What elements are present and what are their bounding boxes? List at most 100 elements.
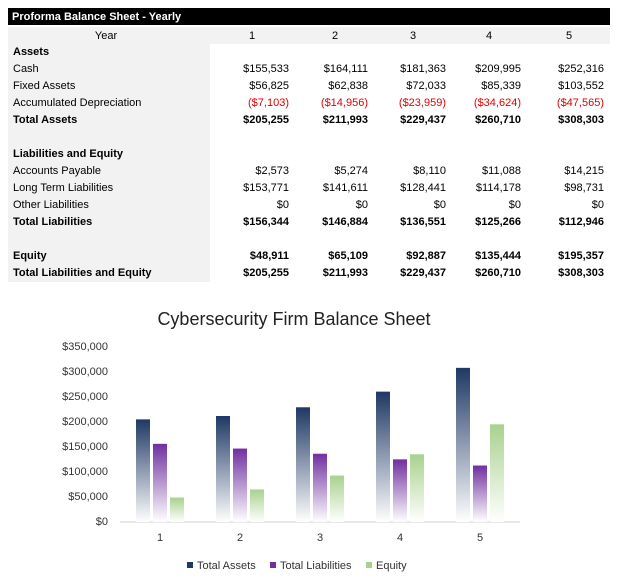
bar xyxy=(170,497,184,522)
cell: $128,441 xyxy=(400,182,446,194)
cell: $11,088 xyxy=(482,165,521,177)
bar xyxy=(410,454,424,522)
cell: ($14,956) xyxy=(321,97,368,109)
bar xyxy=(153,443,167,522)
cell: $155,533 xyxy=(243,63,289,75)
bar xyxy=(490,424,504,522)
y-tick-label: $100,000 xyxy=(62,466,108,478)
cell: $141,611 xyxy=(323,182,368,194)
legend-label: Equity xyxy=(376,560,407,572)
row-label: Equity xyxy=(13,250,47,262)
cell: $211,993 xyxy=(323,267,368,279)
bar xyxy=(393,459,407,522)
header-cell: Year xyxy=(95,30,118,42)
cell: $205,255 xyxy=(243,114,289,126)
x-tick-label: 2 xyxy=(237,532,243,544)
cell: $114,178 xyxy=(476,182,521,194)
cell: $62,838 xyxy=(328,80,368,92)
y-tick-label: $350,000 xyxy=(62,341,108,353)
bar xyxy=(313,453,327,522)
cell: $0 xyxy=(356,199,368,211)
x-tick-label: 1 xyxy=(157,532,163,544)
bar xyxy=(216,416,230,522)
cell: $252,316 xyxy=(558,63,604,75)
header-cell: 1 xyxy=(249,30,255,42)
header-cell: 4 xyxy=(486,30,492,42)
row-label: Long Term Liabilities xyxy=(13,182,114,194)
cell: $0 xyxy=(592,199,604,211)
cell: $98,731 xyxy=(564,182,604,194)
header-cell: 5 xyxy=(566,30,572,42)
row-label: Fixed Assets xyxy=(13,80,76,92)
cell: $205,255 xyxy=(243,267,289,279)
cell: $5,274 xyxy=(334,165,368,177)
cell: $260,710 xyxy=(475,114,521,126)
cell: $153,771 xyxy=(243,182,289,194)
bar xyxy=(376,391,390,522)
x-tick-label: 5 xyxy=(477,532,483,544)
row-label: Assets xyxy=(13,46,49,58)
bar xyxy=(233,448,247,522)
cell: $195,357 xyxy=(558,250,604,262)
cell: $211,993 xyxy=(323,114,368,126)
bar xyxy=(473,465,487,522)
y-tick-label: $200,000 xyxy=(62,416,108,428)
cell: $65,109 xyxy=(328,250,368,262)
row-label: Cash xyxy=(13,63,39,75)
chart-title: Cybersecurity Firm Balance Sheet xyxy=(157,309,430,329)
row-label: Accounts Payable xyxy=(13,165,101,177)
cell: $92,887 xyxy=(406,250,446,262)
y-tick-label: $300,000 xyxy=(62,366,108,378)
row-label: Total Liabilities xyxy=(13,216,92,228)
cell: $229,437 xyxy=(400,267,446,279)
header-band xyxy=(8,27,610,44)
x-tick-label: 4 xyxy=(397,532,403,544)
cell: $260,710 xyxy=(475,267,521,279)
cell: ($47,565) xyxy=(557,97,604,109)
legend-swatch xyxy=(270,562,276,568)
bar xyxy=(296,407,310,522)
bar xyxy=(136,419,150,522)
row-label: Total Liabilities and Equity xyxy=(13,267,152,279)
cell: ($34,624) xyxy=(474,97,521,109)
legend-label: Total Assets xyxy=(197,560,256,572)
bar xyxy=(456,367,470,522)
row-label: Other Liabilities xyxy=(13,199,89,211)
title-bar xyxy=(8,8,610,25)
cell: $85,339 xyxy=(481,80,521,92)
cell: $0 xyxy=(277,199,289,211)
cell: $135,444 xyxy=(475,250,522,262)
cell: $146,884 xyxy=(322,216,369,228)
y-tick-label: $0 xyxy=(96,516,108,528)
y-tick-label: $250,000 xyxy=(62,391,108,403)
cell: $181,363 xyxy=(400,63,446,75)
legend-swatch xyxy=(187,562,193,568)
header-cell: 2 xyxy=(332,30,338,42)
legend-swatch xyxy=(366,562,372,568)
row-label: Liabilities and Equity xyxy=(13,148,124,160)
cell: $0 xyxy=(434,199,446,211)
label-column xyxy=(8,44,210,282)
cell: $229,437 xyxy=(400,114,446,126)
cell: ($7,103) xyxy=(248,97,289,109)
legend-label: Total Liabilities xyxy=(280,560,352,572)
bar xyxy=(330,475,344,522)
cell: $112,946 xyxy=(559,216,604,228)
cell: $156,344 xyxy=(243,216,290,228)
x-tick-label: 3 xyxy=(317,532,323,544)
cell: $0 xyxy=(509,199,521,211)
cell: $103,552 xyxy=(558,80,604,92)
cell: $125,266 xyxy=(475,216,521,228)
cell: $308,303 xyxy=(558,267,604,279)
cell: $8,110 xyxy=(413,165,446,177)
row-label: Accumulated Depreciation xyxy=(13,97,141,109)
cell: $308,303 xyxy=(558,114,604,126)
cell: $136,551 xyxy=(400,216,446,228)
y-tick-label: $50,000 xyxy=(68,491,108,503)
cell: $209,995 xyxy=(475,63,521,75)
row-label: Total Assets xyxy=(13,114,77,126)
cell: $48,911 xyxy=(250,250,289,262)
y-tick-label: $150,000 xyxy=(62,441,108,453)
cell: $72,033 xyxy=(406,80,446,92)
